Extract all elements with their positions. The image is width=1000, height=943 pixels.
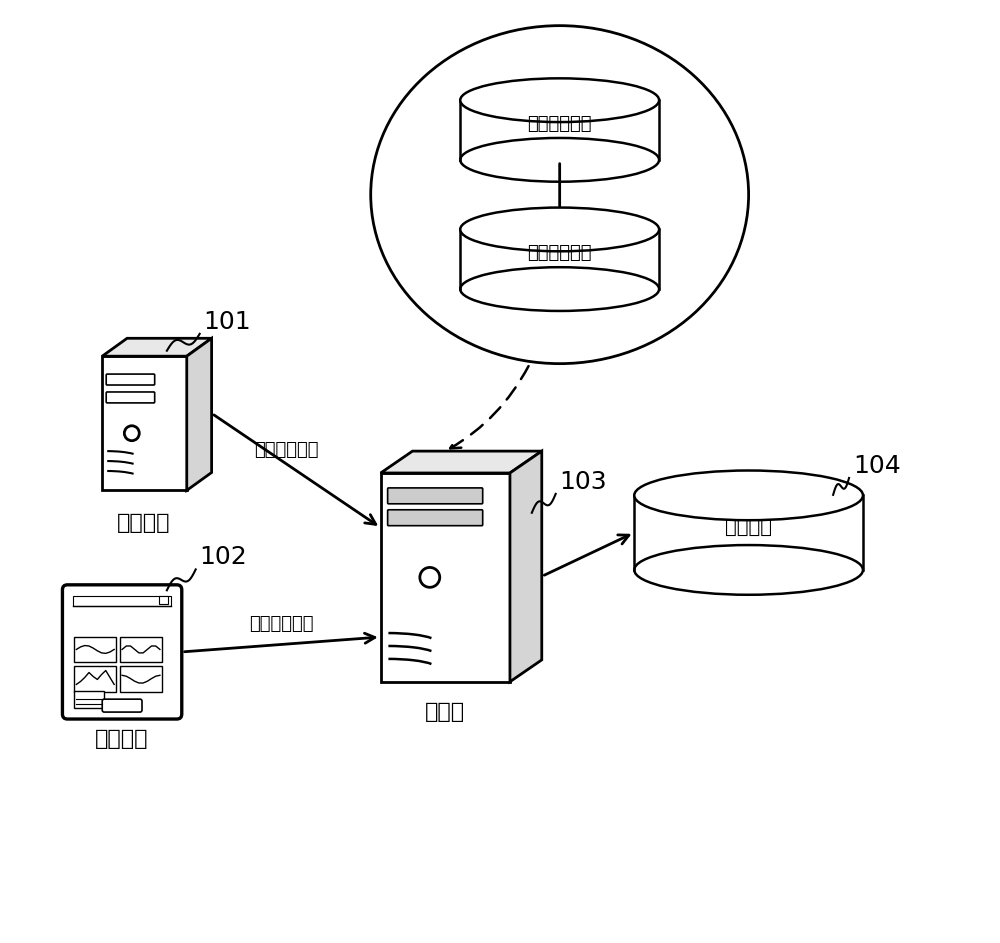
FancyBboxPatch shape xyxy=(62,585,182,719)
Polygon shape xyxy=(102,356,187,490)
Text: 原始仿真数据: 原始仿真数据 xyxy=(254,440,318,458)
Text: 104: 104 xyxy=(853,454,901,478)
FancyBboxPatch shape xyxy=(159,596,168,604)
Polygon shape xyxy=(187,339,212,490)
FancyBboxPatch shape xyxy=(120,667,162,692)
Text: 原始仿真数据: 原始仿真数据 xyxy=(527,115,592,133)
FancyBboxPatch shape xyxy=(73,596,171,605)
Text: 103: 103 xyxy=(560,470,607,494)
Polygon shape xyxy=(381,473,510,682)
Text: 服务器: 服务器 xyxy=(425,702,465,721)
Text: 测试结果: 测试结果 xyxy=(725,518,772,538)
Text: 用户终端: 用户终端 xyxy=(95,730,149,750)
Ellipse shape xyxy=(634,471,863,521)
FancyBboxPatch shape xyxy=(388,510,483,525)
Text: 102: 102 xyxy=(200,545,247,570)
FancyBboxPatch shape xyxy=(120,637,162,662)
FancyBboxPatch shape xyxy=(74,691,104,708)
Ellipse shape xyxy=(460,78,659,122)
Text: 目标测试模块: 目标测试模块 xyxy=(249,615,313,633)
Polygon shape xyxy=(381,451,542,473)
Circle shape xyxy=(124,426,139,440)
FancyBboxPatch shape xyxy=(106,374,155,385)
Ellipse shape xyxy=(371,25,749,364)
Polygon shape xyxy=(460,100,659,160)
FancyBboxPatch shape xyxy=(74,637,116,662)
Polygon shape xyxy=(510,451,542,682)
Polygon shape xyxy=(634,495,863,570)
FancyBboxPatch shape xyxy=(74,667,116,692)
Polygon shape xyxy=(102,339,212,356)
Text: 101: 101 xyxy=(204,310,251,334)
Text: 仿真系统: 仿真系统 xyxy=(117,513,171,533)
Text: 目标仿真数据: 目标仿真数据 xyxy=(527,244,592,262)
FancyBboxPatch shape xyxy=(106,392,155,403)
Ellipse shape xyxy=(460,207,659,251)
FancyBboxPatch shape xyxy=(102,699,142,712)
Circle shape xyxy=(420,568,440,587)
Polygon shape xyxy=(460,229,659,290)
FancyBboxPatch shape xyxy=(388,488,483,504)
